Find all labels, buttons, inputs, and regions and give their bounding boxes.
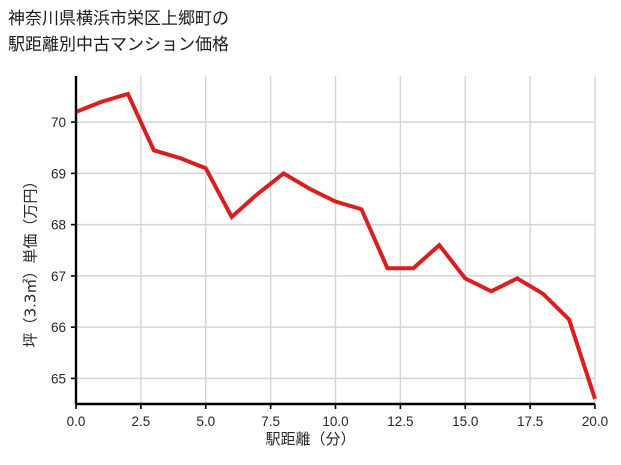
tick-marks (71, 121, 596, 409)
y-tick-label: 68 (51, 218, 66, 233)
y-tick-label: 65 (51, 371, 66, 386)
x-tick-label: 7.5 (261, 414, 280, 429)
data-series-line (75, 91, 597, 400)
x-tick-label: 20.0 (582, 414, 608, 429)
x-tick-label: 15.0 (452, 414, 478, 429)
y-tick-label: 66 (51, 320, 66, 335)
x-tick-label: 5.0 (196, 414, 215, 429)
y-tick-label: 67 (51, 269, 66, 284)
x-tick-label: 0.0 (67, 414, 86, 429)
x-tick-label: 12.5 (387, 414, 413, 429)
chart-title: 神奈川県横浜市栄区上郷町の 駅距離別中古マンション価格 (8, 9, 229, 55)
axis-spines (74, 76, 595, 406)
x-tick-label: 2.5 (131, 414, 150, 429)
y-axis-label-container: 坪（3.3㎡）単価（万円） (0, 100, 40, 390)
y-tick-label: 69 (51, 166, 66, 181)
y-axis-label: 坪（3.3㎡）単価（万円） (21, 173, 40, 348)
x-axis-label: 駅距離（分） (265, 430, 356, 448)
gridlines (75, 76, 596, 404)
y-tick-label: 70 (51, 115, 66, 130)
x-tick-label: 17.5 (517, 414, 543, 429)
tick-labels: 65 66 67 68 69 70 0.0 2.5 5.0 7.5 10.0 12.5 15.0 17.5… (51, 115, 608, 429)
x-tick-label: 10.0 (322, 414, 348, 429)
